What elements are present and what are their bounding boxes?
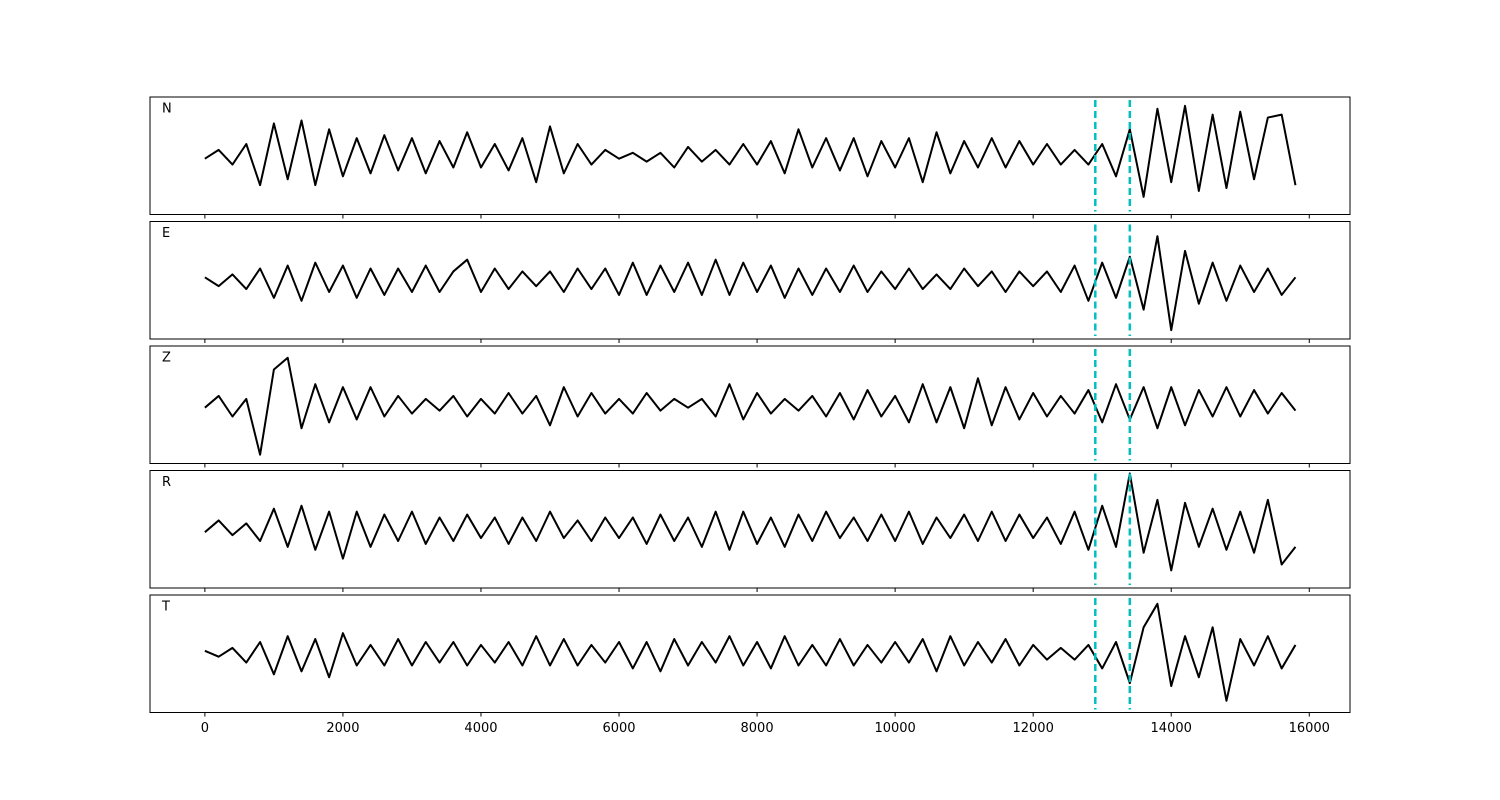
panel-frame — [149, 470, 1351, 589]
x-tick-label: 16000 — [1289, 721, 1330, 736]
x-tick-label: 14000 — [1151, 721, 1192, 736]
x-tick-label: 2000 — [326, 721, 359, 736]
panel-frame — [149, 96, 1351, 215]
x-tick-label: 10000 — [874, 721, 915, 736]
trace — [204, 235, 1297, 332]
trace — [204, 356, 1297, 456]
panel-label: R — [162, 475, 171, 490]
trace — [204, 104, 1297, 198]
x-tick-label: 12000 — [1012, 721, 1053, 736]
x-tick-label: 0 — [201, 721, 209, 736]
panel-frame — [149, 594, 1351, 713]
panel-label: N — [162, 102, 172, 117]
trace — [204, 472, 1297, 572]
panel-label: E — [162, 226, 170, 241]
panel-frame — [149, 221, 1351, 340]
panel-label: Z — [162, 351, 171, 366]
trace — [204, 602, 1297, 702]
panel-frame — [149, 345, 1351, 464]
x-tick-label: 6000 — [602, 721, 635, 736]
x-tick-label: 8000 — [741, 721, 774, 736]
panel-label: T — [161, 600, 170, 615]
x-tick-label: 4000 — [464, 721, 497, 736]
